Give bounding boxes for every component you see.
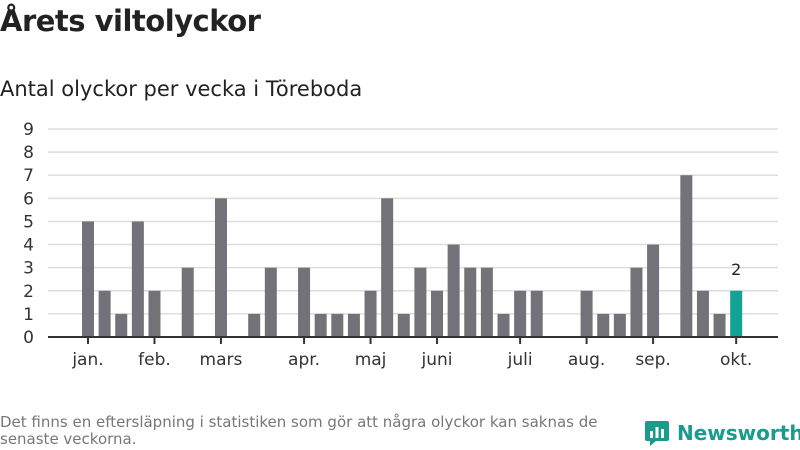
bar [397,313,410,337]
x-tick-label: jan. [71,350,103,370]
bar [381,198,394,337]
bar-highlight [730,290,743,337]
bar [613,313,626,337]
x-tick-label: juli [507,350,533,370]
x-tick-label: aug. [568,350,605,370]
y-axis-labels: 0 1 2 3 4 5 6 7 8 9 [23,120,34,348]
newsworthy-logo-icon [645,421,669,446]
y-tick-label: 9 [23,120,34,140]
bar [414,267,427,337]
bar [431,290,444,337]
bar [464,267,477,337]
bar [181,267,194,337]
bar [331,313,344,337]
y-tick-label: 6 [23,189,34,209]
data-label: 2 [731,260,741,279]
bar [530,290,543,337]
y-tick-label: 5 [23,212,34,232]
bar [630,267,643,337]
y-tick-label: 0 [23,328,34,348]
x-axis-ticks: jan. feb. mars apr. maj juni juli aug. sep. okt. [71,338,752,370]
x-tick-label: okt. [720,350,752,370]
bar [647,244,660,337]
bar [364,290,377,337]
x-tick-label: maj [355,350,387,370]
bar [713,313,726,337]
x-tick-label: apr. [288,350,320,370]
bar-chart: 0 1 2 3 4 5 6 7 8 9 jan. feb. mars apr. maj juni juli au… [23,120,778,370]
bars [82,175,743,337]
bar [264,267,277,337]
bar [580,290,593,337]
bar [447,244,460,337]
brand-name: Newsworthy [677,421,800,445]
x-tick-label: feb. [138,350,171,370]
y-tick-label: 3 [23,259,34,279]
bar [680,175,693,337]
y-tick-label: 2 [23,282,34,302]
y-tick-label: 8 [23,143,34,163]
bar [98,290,111,337]
bar [497,313,510,337]
x-tick-label: sep. [635,350,671,370]
gridlines [48,128,778,315]
y-tick-label: 4 [23,236,34,256]
bar [514,290,527,337]
y-tick-label: 1 [23,305,34,325]
bar [248,313,261,337]
bar [82,221,94,337]
bar [314,313,327,337]
bar [347,313,360,337]
bar [298,267,311,337]
bar [597,313,610,337]
bar [131,221,144,337]
bar [214,198,227,337]
bar [148,290,161,337]
bar [696,290,709,337]
chart-subtitle: Antal olyckor per vecka i Töreboda [0,77,363,101]
y-tick-label: 7 [23,166,34,186]
bar [480,267,493,337]
bar [115,313,128,337]
x-tick-label: juni [421,350,453,370]
x-tick-label: mars [200,350,243,370]
newsworthy-logo[interactable]: Newsworthy [644,419,800,447]
data-labels: 2 [731,260,741,279]
footnote: Det finns en eftersläpning i statistiken… [0,413,598,448]
page-title: Årets viltolyckor [0,4,261,38]
